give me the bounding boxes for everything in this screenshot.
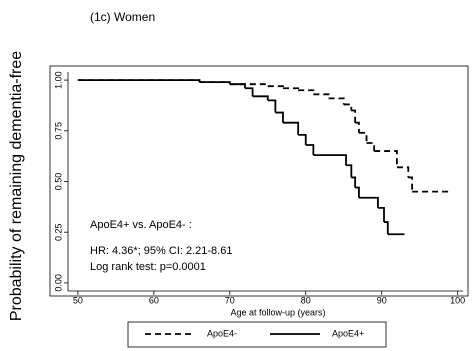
survival-step (351, 176, 357, 188)
y-axis-title: Probability of remaining dementia-free (8, 51, 25, 321)
survival-step (355, 186, 360, 198)
x-tick-label: 80 (301, 295, 311, 305)
survival-step (408, 176, 414, 192)
x-tick-label: 70 (225, 295, 235, 305)
survival-step (343, 103, 353, 111)
survival-step (346, 164, 353, 178)
legend-box (127, 321, 387, 348)
survival-step (282, 87, 300, 91)
x-tick-label: 50 (73, 295, 83, 305)
survival-step (77, 79, 201, 83)
x-tick-label: 60 (149, 295, 159, 305)
legend-label: ApoE4+ (332, 328, 364, 338)
survival-step (305, 144, 315, 156)
survival-step (396, 166, 410, 178)
survival-step (384, 221, 389, 235)
survival-step (374, 150, 398, 168)
legend-label: ApoE4- (207, 328, 237, 338)
survival-step (313, 154, 347, 166)
survival-step (244, 87, 254, 97)
survival-step (267, 85, 284, 89)
annotation: HR: 4.36*; 95% CI: 2.21-8.61 (90, 245, 232, 257)
survival-step (355, 121, 360, 133)
y-tick-label: 0.75 (53, 122, 63, 140)
survival-step (199, 81, 231, 85)
annotation: ApoE4+ vs. ApoE4- : (90, 219, 192, 231)
survival-step (298, 89, 315, 95)
survival-step (229, 83, 246, 89)
y-tick-label: 0.50 (53, 173, 63, 191)
survival-step (267, 99, 277, 113)
survival-step (313, 93, 330, 99)
survival-step (351, 109, 357, 123)
y-tick-label: 0.25 (53, 223, 63, 241)
x-tick-label: 100 (450, 295, 465, 305)
survival-step (328, 97, 345, 105)
x-tick-label: 90 (377, 295, 387, 305)
annotation: Log rank test: p=0.0001 (90, 261, 206, 273)
survival-step (358, 196, 379, 208)
survival-step (298, 133, 307, 145)
survival-step (275, 111, 284, 123)
survival-step (252, 95, 269, 101)
survival-step (282, 121, 300, 135)
y-tick-label: 0.00 (53, 274, 63, 292)
survival-step (366, 142, 376, 152)
chart-title: (1c) Women (90, 10, 155, 24)
x-axis-title: Age at follow-up (years) (230, 307, 325, 317)
plot-region (49, 65, 469, 297)
y-tick-label: 1.00 (53, 71, 63, 89)
survival-step (358, 131, 368, 143)
survival-step (377, 206, 385, 223)
